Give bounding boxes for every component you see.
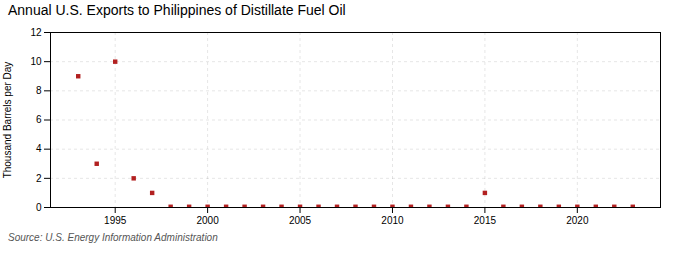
svg-text:2010: 2010 [381,215,404,226]
svg-text:2: 2 [36,173,42,184]
svg-text:10: 10 [30,56,42,67]
svg-text:1995: 1995 [104,215,127,226]
svg-text:2000: 2000 [196,215,219,226]
svg-text:12: 12 [30,27,42,38]
svg-text:6: 6 [36,114,42,125]
svg-text:2005: 2005 [289,215,312,226]
svg-text:4: 4 [36,143,42,154]
svg-text:8: 8 [36,85,42,96]
html-text:Annual U.S. Exports to Philipp: Annual U.S. Exports to Philippines of Di… [8,2,346,18]
svg-text:Thousand Barrels per Day: Thousand Barrels per Day [2,62,13,179]
svg-text:2020: 2020 [566,215,589,226]
html-text:Source: U.S. Energy Informatio: Source: U.S. Energy Information Administ… [8,232,218,243]
svg-text:0: 0 [36,202,42,213]
svg-text:2015: 2015 [474,215,497,226]
